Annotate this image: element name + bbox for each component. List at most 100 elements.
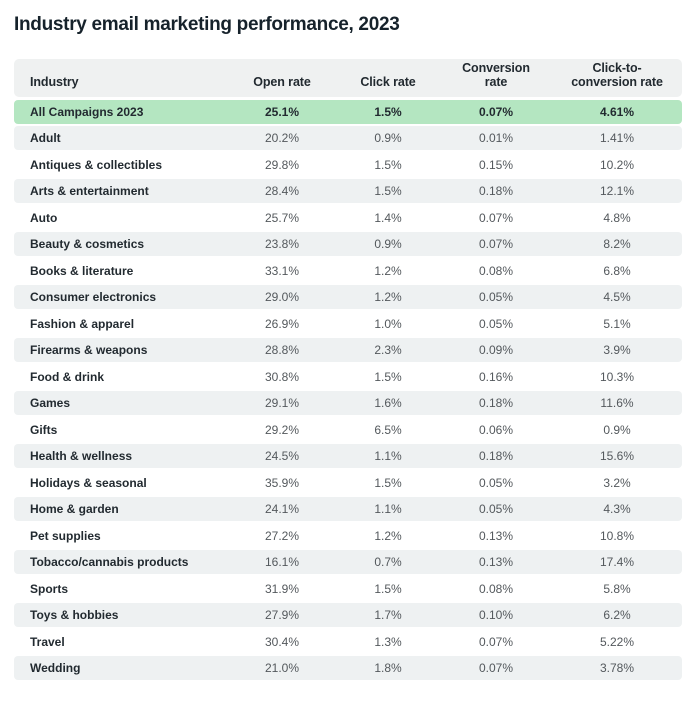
click-to-conversion-rate-cell: 5.22% (599, 634, 635, 649)
conversion-rate-cell: 0.07% (478, 210, 514, 225)
click-to-conversion-rate-cell: 5.8% (603, 581, 631, 596)
industry-cell: Arts & entertainment (30, 184, 149, 198)
open-rate-cell: 27.9% (264, 608, 300, 622)
table-row: Home & garden 24.1% 1.1% 0.05% 4.3% (14, 497, 682, 521)
open-rate-cell: 24.1% (264, 502, 300, 516)
click-rate-cell: 1.6% (374, 396, 402, 410)
column-header-label: Open rate (253, 75, 311, 90)
industry-cell: Adult (30, 131, 61, 145)
conversion-rate-cell: 0.18% (478, 184, 514, 198)
column-header-open-rate: Open rate (228, 75, 336, 90)
industry-cell: Games (30, 396, 71, 410)
click-to-conversion-rate-cell: 12.1% (599, 184, 635, 198)
click-to-conversion-rate-cell: 1.41% (599, 131, 635, 145)
open-rate-cell: 30.4% (264, 634, 300, 649)
open-rate-cell: 20.2% (264, 131, 300, 145)
industry-cell: Fashion & apparel (30, 316, 135, 331)
conversion-rate-cell: 0.07% (478, 104, 514, 119)
click-to-conversion-rate-cell: 6.2% (603, 608, 631, 622)
click-rate-cell: 1.5% (374, 581, 402, 596)
click-rate-cell: 1.5% (374, 475, 402, 490)
click-rate-cell: 1.5% (374, 157, 402, 172)
column-header-industry: Industry (14, 75, 228, 90)
table-row: Fashion & apparel 26.9% 1.0% 0.05% 5.1% (14, 312, 682, 336)
table-row: All Campaigns 2023 25.1% 1.5% 0.07% 4.61… (14, 99, 682, 124)
column-header-conversion-rate: Conversion rate (440, 61, 552, 91)
table-row: Travel 30.4% 1.3% 0.07% 5.22% (14, 630, 682, 654)
industry-cell: Sports (30, 581, 69, 596)
column-header-click-rate: Click rate (336, 75, 440, 90)
click-to-conversion-rate-cell: 10.3% (599, 369, 635, 384)
open-rate-cell: 25.1% (264, 104, 300, 119)
click-rate-cell: 0.9% (374, 237, 402, 251)
click-rate-cell: 1.2% (374, 290, 402, 304)
open-rate-cell: 33.1% (264, 263, 300, 278)
conversion-rate-cell: 0.09% (478, 343, 514, 357)
click-to-conversion-rate-cell: 4.3% (603, 502, 631, 516)
industry-cell: Gifts (30, 422, 58, 437)
click-to-conversion-rate-cell: 4.61% (599, 104, 635, 119)
conversion-rate-cell: 0.15% (478, 157, 514, 172)
click-to-conversion-rate-cell: 4.8% (603, 210, 631, 225)
click-rate-cell: 1.1% (374, 449, 402, 463)
click-to-conversion-rate-cell: 6.8% (603, 263, 631, 278)
click-to-conversion-rate-cell: 10.2% (599, 157, 635, 172)
open-rate-cell: 29.0% (264, 290, 300, 304)
click-to-conversion-rate-cell: 3.78% (599, 661, 635, 675)
conversion-rate-cell: 0.13% (478, 555, 514, 569)
table-header: Industry Open rate Click rate Conversion… (14, 59, 682, 97)
table-row: Pet supplies 27.2% 1.2% 0.13% 10.8% (14, 524, 682, 548)
open-rate-cell: 21.0% (264, 661, 300, 675)
open-rate-cell: 28.8% (264, 343, 300, 357)
click-to-conversion-rate-cell: 10.8% (599, 528, 635, 543)
open-rate-cell: 29.2% (264, 422, 300, 437)
table-row: Health & wellness 24.5% 1.1% 0.18% 15.6% (14, 444, 682, 468)
open-rate-cell: 29.1% (264, 396, 300, 410)
conversion-rate-cell: 0.07% (478, 634, 514, 649)
industry-cell: Travel (30, 634, 65, 649)
conversion-rate-cell: 0.13% (478, 528, 514, 543)
click-rate-cell: 1.0% (374, 316, 402, 331)
table-row: Auto 25.7% 1.4% 0.07% 4.8% (14, 206, 682, 230)
conversion-rate-cell: 0.10% (478, 608, 514, 622)
industry-cell: Beauty & cosmetics (30, 237, 145, 251)
click-to-conversion-rate-cell: 3.2% (603, 475, 631, 490)
click-rate-cell: 1.2% (374, 528, 402, 543)
click-rate-cell: 1.8% (374, 661, 402, 675)
click-rate-cell: 0.9% (374, 131, 402, 145)
industry-cell: Tobacco/cannabis products (30, 555, 189, 569)
table-row: Firearms & weapons 28.8% 2.3% 0.09% 3.9% (14, 338, 682, 362)
conversion-rate-cell: 0.16% (478, 369, 514, 384)
click-rate-cell: 1.1% (374, 502, 402, 516)
click-to-conversion-rate-cell: 15.6% (599, 449, 635, 463)
industry-cell: Firearms & weapons (30, 343, 148, 357)
click-rate-cell: 1.5% (374, 104, 402, 119)
click-to-conversion-rate-cell: 0.9% (603, 422, 631, 437)
industry-cell: Toys & hobbies (30, 608, 119, 622)
click-rate-cell: 1.2% (374, 263, 402, 278)
industry-cell: All Campaigns 2023 (30, 104, 144, 119)
table-row: Beauty & cosmetics 23.8% 0.9% 0.07% 8.2% (14, 232, 682, 256)
conversion-rate-cell: 0.01% (478, 131, 514, 145)
table-row: Antiques & collectibles 29.8% 1.5% 0.15%… (14, 153, 682, 177)
click-rate-cell: 1.3% (374, 634, 402, 649)
industry-cell: Food & drink (30, 369, 104, 384)
conversion-rate-cell: 0.07% (478, 237, 514, 251)
table-row: Tobacco/cannabis products 16.1% 0.7% 0.1… (14, 550, 682, 574)
table-row: Wedding 21.0% 1.8% 0.07% 3.78% (14, 656, 682, 680)
open-rate-cell: 29.8% (264, 157, 300, 172)
conversion-rate-cell: 0.18% (478, 449, 514, 463)
open-rate-cell: 31.9% (264, 581, 300, 596)
table-row: Books & literature 33.1% 1.2% 0.08% 6.8% (14, 259, 682, 283)
open-rate-cell: 16.1% (264, 555, 300, 569)
column-header-label: Click rate (360, 75, 416, 90)
conversion-rate-cell: 0.08% (478, 263, 514, 278)
click-to-conversion-rate-cell: 3.9% (603, 343, 631, 357)
table-row: Arts & entertainment 28.4% 1.5% 0.18% 12… (14, 179, 682, 203)
conversion-rate-cell: 0.18% (478, 396, 514, 410)
table-row: Games 29.1% 1.6% 0.18% 11.6% (14, 391, 682, 415)
click-rate-cell: 0.7% (374, 555, 402, 569)
industry-cell: Antiques & collectibles (30, 157, 163, 172)
table-row: Toys & hobbies 27.9% 1.7% 0.10% 6.2% (14, 603, 682, 627)
